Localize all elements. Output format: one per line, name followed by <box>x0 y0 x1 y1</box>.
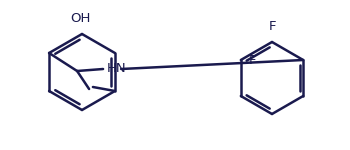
Text: F: F <box>268 20 276 33</box>
Text: HN: HN <box>107 61 127 75</box>
Text: F: F <box>249 54 256 66</box>
Text: OH: OH <box>70 12 90 25</box>
